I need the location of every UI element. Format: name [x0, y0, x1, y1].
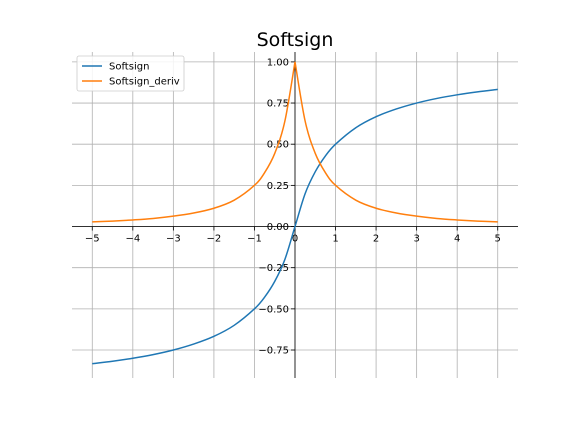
x-tick-label: −1 [247, 234, 262, 245]
softsign-line [92, 88, 498, 365]
x-tick-label: −2 [207, 234, 222, 245]
y-tick-label: 1.00 [267, 57, 289, 68]
y-tick-label: 0.75 [267, 99, 289, 110]
axis-layer: −5−4−3−2−1012345−0.75−0.50−0.250.000.250… [72, 52, 518, 378]
softsign-deriv-line [92, 61, 498, 223]
legend-label: Softsign [109, 62, 149, 73]
y-tick-label: −0.25 [258, 263, 289, 274]
x-tick-label: 3 [413, 234, 419, 245]
x-tick-label: 2 [373, 234, 379, 245]
x-tick-label: −5 [85, 234, 100, 245]
y-tick-label: 0.25 [267, 181, 289, 192]
x-tick-label: 4 [454, 234, 460, 245]
chart-title: Softsign [257, 29, 334, 51]
x-tick-label: 1 [332, 234, 338, 245]
x-tick-label: −4 [125, 234, 140, 245]
x-tick-label: −3 [166, 234, 181, 245]
series-layer [92, 61, 498, 365]
legend-box [76, 55, 185, 92]
y-tick-label: −0.75 [258, 346, 289, 357]
y-tick-label: −0.50 [258, 304, 289, 315]
legend: Softsign Softsign_deriv [76, 55, 185, 92]
legend-label: Softsign_deriv [109, 77, 180, 88]
y-tick-label: 0.00 [267, 222, 289, 233]
x-tick-label: 5 [495, 234, 501, 245]
